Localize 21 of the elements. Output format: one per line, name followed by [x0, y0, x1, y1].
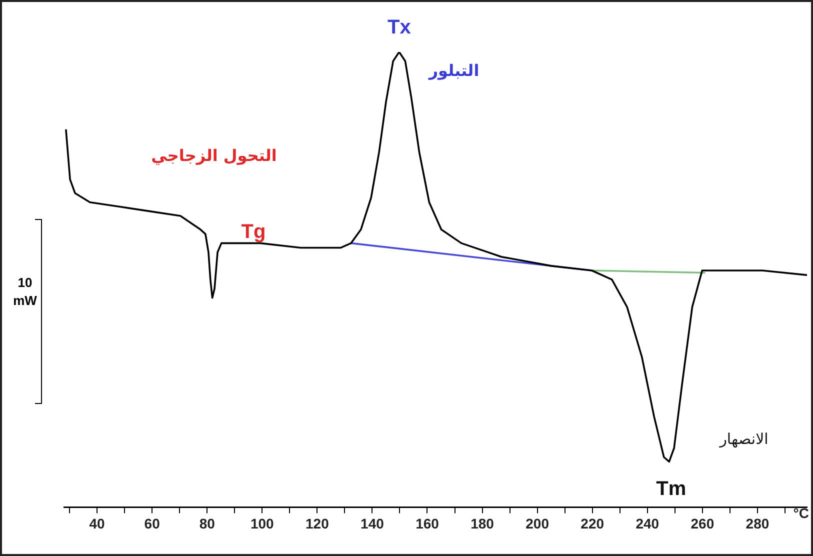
x-tick-label: 200 [526, 515, 550, 532]
x-tick-label: 120 [305, 515, 330, 532]
x-tick-label: 40 [89, 515, 106, 532]
x-tick-label: 80 [199, 515, 216, 532]
annotation: Tx [388, 16, 411, 39]
x-tick-label: 180 [470, 515, 494, 532]
x-tick-label: 220 [580, 515, 604, 532]
annotation: التبلور [428, 61, 480, 80]
annotation: Tm [656, 478, 686, 500]
x-axis-title: °C [793, 504, 809, 521]
x-tick-label: 160 [416, 515, 440, 532]
x-tick-label: 240 [636, 515, 660, 532]
x-tick-label: 100 [250, 515, 274, 532]
text: 10 mW [12, 274, 38, 310]
x-tick-label: 60 [144, 515, 160, 532]
x-tick-label: 280 [746, 515, 770, 532]
annotation: الانصهار [718, 430, 768, 448]
x-tick-label: 140 [360, 515, 384, 532]
annotation: التحول الزجاجي [151, 146, 277, 166]
annotation: Tg [241, 220, 266, 243]
x-tick-label: 260 [690, 515, 714, 532]
